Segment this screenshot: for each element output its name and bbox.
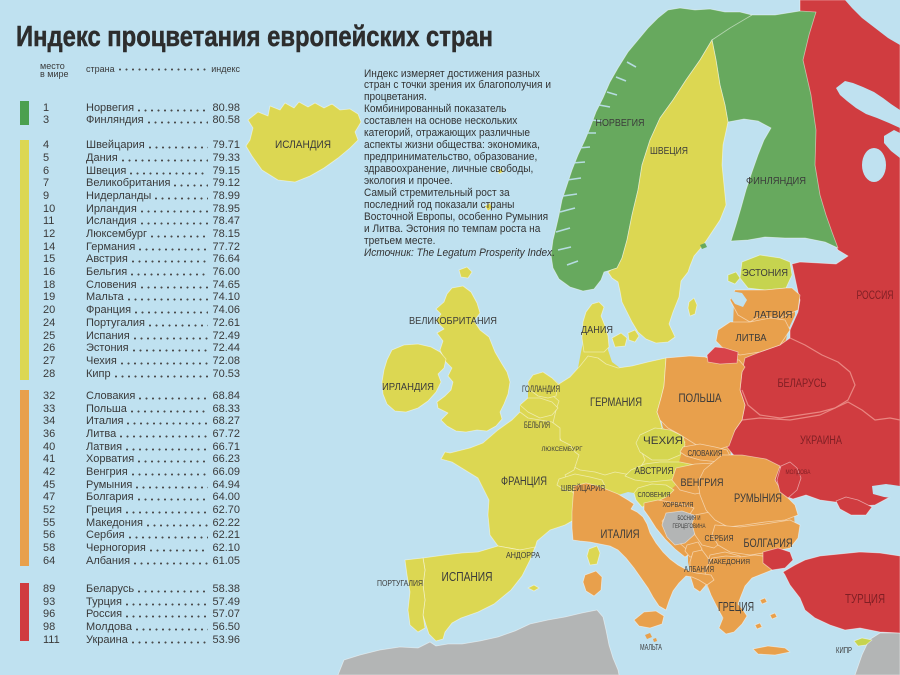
svg-text:ФИНЛЯНДИЯ: ФИНЛЯНДИЯ [746, 175, 806, 187]
svg-text:ЛИТВА: ЛИТВА [736, 332, 767, 344]
svg-text:ВЕЛИКОБРИТАНИЯ: ВЕЛИКОБРИТАНИЯ [409, 315, 497, 327]
svg-text:ЭСТОНИЯ: ЭСТОНИЯ [742, 267, 788, 279]
svg-text:АЛБАНИЯ: АЛБАНИЯ [684, 564, 714, 574]
svg-text:ТУРЦИЯ: ТУРЦИЯ [845, 592, 885, 606]
svg-text:ФРАНЦИЯ: ФРАНЦИЯ [501, 476, 547, 488]
svg-text:ХОРВАТИЯ: ХОРВАТИЯ [663, 502, 694, 509]
svg-text:ПОРТУГАЛИЯ: ПОРТУГАЛИЯ [377, 578, 423, 588]
svg-text:ИТАЛИЯ: ИТАЛИЯ [601, 529, 640, 541]
svg-text:КИПР: КИПР [836, 645, 852, 655]
svg-text:ГЕРМАНИЯ: ГЕРМАНИЯ [590, 397, 642, 409]
svg-text:СЕРБИЯ: СЕРБИЯ [705, 533, 734, 543]
svg-text:ИСПАНИЯ: ИСПАНИЯ [442, 570, 493, 584]
svg-text:ИСЛАНДИЯ: ИСЛАНДИЯ [275, 139, 331, 151]
svg-text:ЛЮКСЕМБУРГ: ЛЮКСЕМБУРГ [542, 446, 583, 453]
svg-text:МОЛДОВА: МОЛДОВА [786, 469, 812, 476]
svg-text:ГОЛЛАНДИЯ: ГОЛЛАНДИЯ [522, 384, 560, 394]
svg-text:БЕЛЬГИЯ: БЕЛЬГИЯ [524, 420, 550, 430]
svg-text:БОСНИЯ И: БОСНИЯ И [678, 516, 701, 522]
svg-text:АВСТРИЯ: АВСТРИЯ [635, 466, 674, 477]
svg-text:АНДОРРА: АНДОРРА [506, 550, 540, 560]
svg-text:ШВЕЙЦАРИЯ: ШВЕЙЦАРИЯ [561, 484, 605, 493]
svg-text:ВЕНГРИЯ: ВЕНГРИЯ [681, 477, 724, 489]
svg-text:ШВЕЦИЯ: ШВЕЦИЯ [650, 145, 688, 157]
svg-text:СЛОВЕНИЯ: СЛОВЕНИЯ [638, 492, 671, 499]
svg-text:ГРЕЦИЯ: ГРЕЦИЯ [718, 600, 754, 614]
svg-text:УКРАИНА: УКРАИНА [800, 435, 842, 447]
svg-text:ЛАТВИЯ: ЛАТВИЯ [754, 309, 793, 321]
svg-text:БЕЛАРУСЬ: БЕЛАРУСЬ [778, 378, 827, 390]
svg-text:ИРЛАНДИЯ: ИРЛАНДИЯ [382, 381, 434, 393]
svg-text:ЧЕХИЯ: ЧЕХИЯ [643, 435, 683, 447]
svg-text:НОРВЕГИЯ: НОРВЕГИЯ [596, 117, 645, 129]
svg-text:ДАНИЯ: ДАНИЯ [581, 324, 613, 336]
svg-text:БОЛГАРИЯ: БОЛГАРИЯ [744, 538, 793, 550]
svg-text:МАЛЬТА: МАЛЬТА [640, 643, 662, 652]
svg-text:МАКЕДОНИЯ: МАКЕДОНИЯ [708, 559, 750, 566]
svg-text:РОССИЯ: РОССИЯ [857, 288, 894, 302]
svg-text:ГЕРЦЕГОВИНА: ГЕРЦЕГОВИНА [673, 524, 706, 530]
svg-text:СЛОВАКИЯ: СЛОВАКИЯ [688, 449, 723, 458]
svg-text:ПОЛЬША: ПОЛЬША [679, 393, 722, 405]
svg-text:РУМЫНИЯ: РУМЫНИЯ [734, 493, 782, 505]
